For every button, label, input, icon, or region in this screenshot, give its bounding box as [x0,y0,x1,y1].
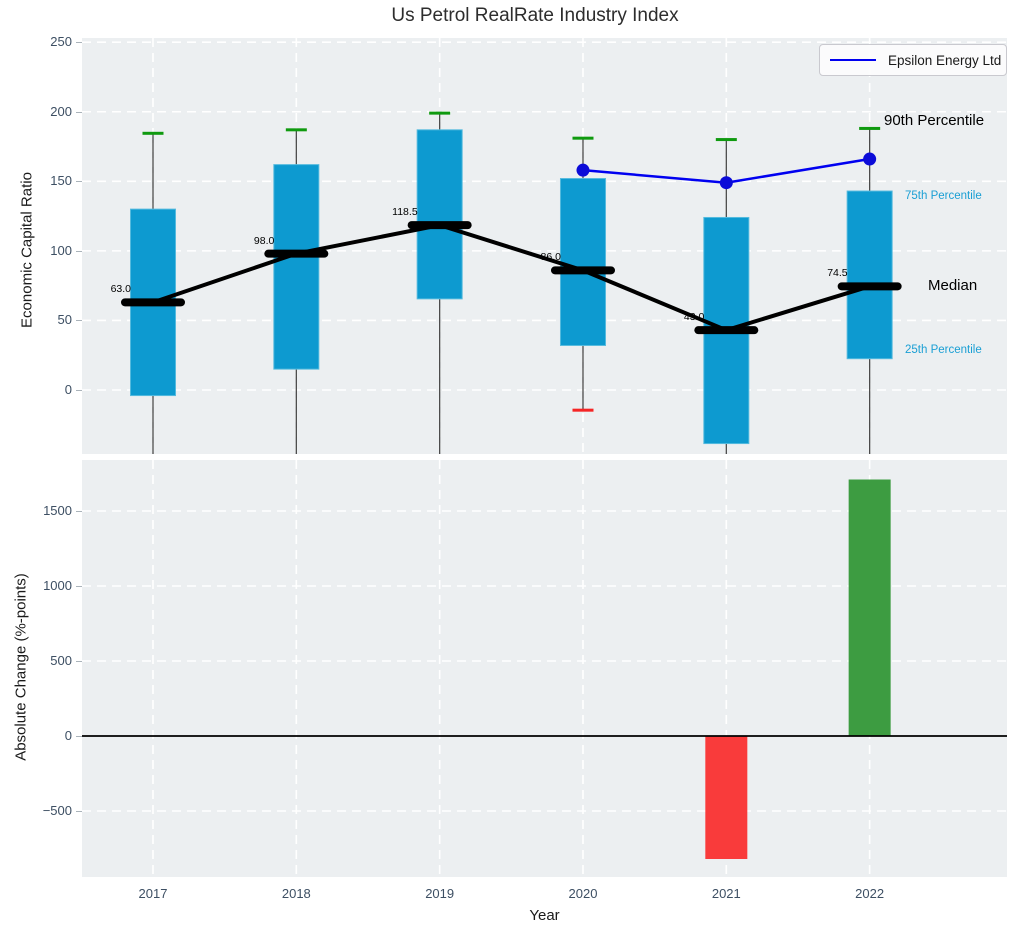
iqr-box-2018 [273,164,320,370]
top-panel-canvas [82,38,1007,454]
top-ytick-label: 150 [50,173,72,189]
iqr-box-2020 [559,178,606,346]
median-value-label-2021: 43.0 [683,311,705,324]
xtick-label-2017: 2017 [138,886,168,901]
top-ytick-label: 100 [50,242,72,258]
median-trend-line [152,223,871,333]
bottom-ytick-label: 1000 [43,578,72,593]
bottom-ytick-label: 500 [50,653,72,668]
top-ytick-mark [76,250,82,252]
epsilon-point-2020 [576,163,590,177]
median-value-label-2020: 86.0 [540,251,561,264]
p10-cap-2020 [572,408,594,412]
top-ytick-label: 50 [57,312,72,328]
xtick-label-2018: 2018 [281,886,311,901]
bottom-ytick-mark [76,661,82,662]
xtick-label-2022: 2022 [855,886,885,901]
chart-title: Us Petrol RealRate Industry Index [391,5,679,26]
top-panel [82,38,1007,454]
bottom-ytick-mark [76,511,82,512]
median-value-label-2018: 98.0 [253,234,275,247]
top-ytick-mark [76,181,82,183]
median-marker-2017 [121,298,185,307]
median-value-label-2019: 118.5 [392,206,418,219]
annotation-25th-percentile: 25th Percentile [905,344,982,356]
annotation-75th-percentile: 75th Percentile [905,190,982,202]
bottom-ytick-label: 0 [64,728,72,743]
top-ytick-label: 0 [64,382,72,397]
bottom-ytick-mark [76,586,82,587]
top-ytick-label: 250 [50,34,72,50]
p90-cap-2019 [429,111,451,115]
median-marker-2022 [837,282,902,291]
bottom-ytick-mark [76,811,82,812]
xtick-label-2021: 2021 [711,886,741,901]
annotation-90th-percentile: 90th Percentile [884,112,985,129]
xtick-label-2020: 2020 [568,886,598,901]
epsilon-point-2021 [719,176,733,190]
p90-cap-2020 [572,136,594,140]
median-value-label-2017: 63.0 [110,283,131,296]
bottom-panel-canvas [82,460,1007,877]
median-marker-2020 [550,266,615,275]
iqr-box-2019 [416,129,463,300]
legend-line-icon [830,59,876,61]
top-ytick-mark [76,320,82,322]
bottom-ytick-label: 1500 [43,503,72,518]
median-marker-2021 [694,326,759,335]
xtick-label-2019: 2019 [425,886,455,901]
p90-cap-2017 [142,131,164,135]
median-marker-2018 [264,249,329,258]
p90-cap-2018 [285,128,307,132]
bottom-ytick-label: −500 [42,803,72,818]
iqr-box-2022 [846,190,893,360]
change-bar-2021 [705,736,748,859]
top-ytick-mark [76,42,82,44]
bottom-ytick-mark [76,736,82,737]
bottom-panel [82,460,1007,877]
epsilon-point-2022 [863,152,877,166]
median-marker-2019 [407,221,472,230]
p90-cap-2022 [859,126,881,130]
median-value-label-2022: 74.5 [827,267,848,280]
top-ytick-mark [76,390,82,391]
top-ytick-label: 200 [50,103,72,119]
p90-cap-2021 [715,138,737,142]
top-ytick-mark [76,111,82,113]
x-axis-label: Year [529,907,560,924]
legend: Epsilon Energy Ltd [819,44,1007,76]
legend-series-label: Epsilon Energy Ltd [888,52,1002,68]
annotation-median: Median [928,277,978,294]
change-bar-2022 [848,479,891,736]
